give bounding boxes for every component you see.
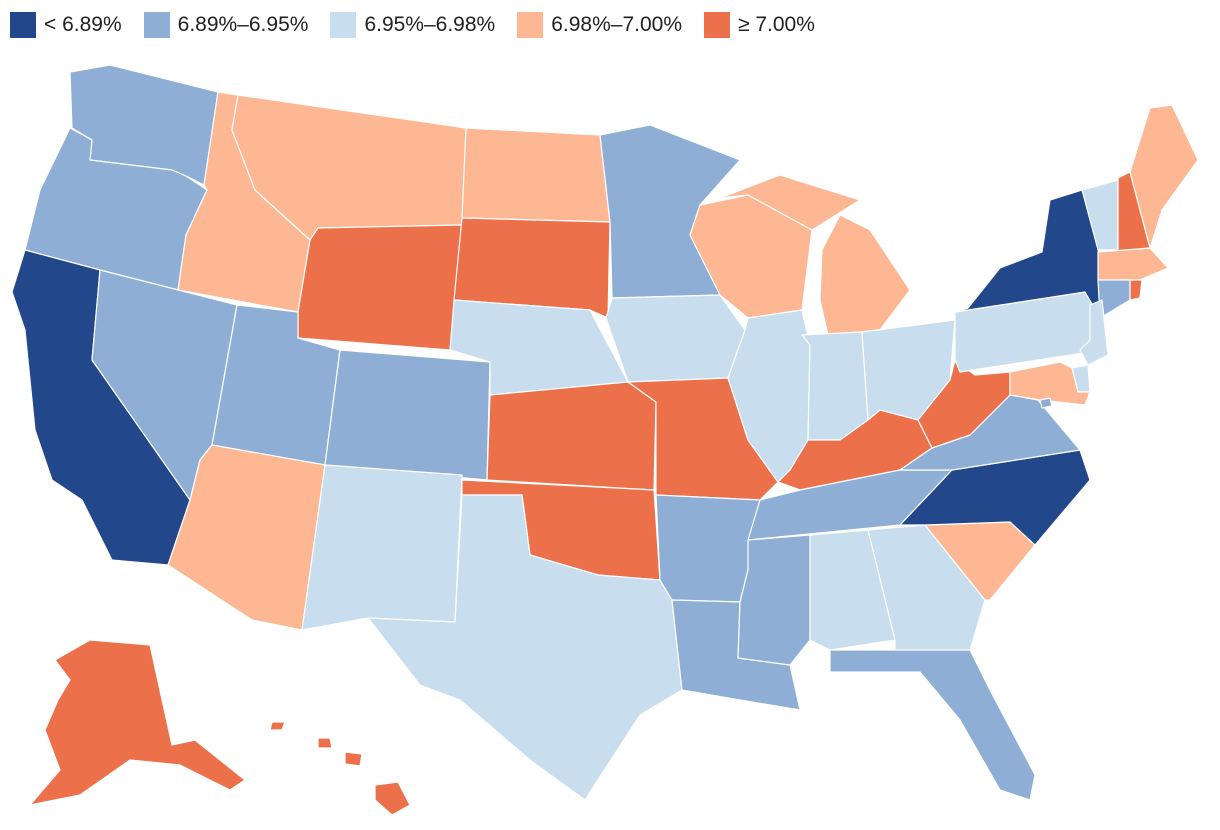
state-MS[interactable] [737, 534, 811, 666]
legend: < 6.89% 6.89%–6.95% 6.95%–6.98% 6.98%–7.… [10, 12, 837, 38]
state-AL[interactable] [809, 529, 896, 651]
legend-label: < 6.89% [44, 13, 122, 36]
legend-item-695-698: 6.95%–6.98% [330, 12, 495, 38]
legend-label: 6.89%–6.95% [177, 13, 309, 36]
legend-swatch [517, 12, 544, 38]
state-KS[interactable] [486, 381, 657, 491]
legend-swatch [704, 12, 730, 38]
legend-item-698-700: 6.98%–7.00% [517, 12, 682, 38]
state-NM[interactable] [301, 464, 463, 631]
state-TX[interactable] [367, 494, 683, 801]
state-FL[interactable] [829, 649, 1036, 801]
state-AK[interactable] [29, 639, 246, 806]
state-ND[interactable] [461, 127, 611, 223]
state-MA[interactable] [1097, 247, 1169, 281]
legend-item-lt-689: < 6.89% [10, 12, 122, 38]
state-RI[interactable] [1129, 279, 1143, 301]
legend-item-689-695: 6.89%–6.95% [143, 12, 309, 38]
state-MD[interactable] [1009, 361, 1091, 406]
legend-item-gte-700: ≥ 7.00% [704, 12, 815, 38]
state-HI[interactable] [269, 721, 411, 816]
state-DC[interactable] [1039, 397, 1053, 409]
state-CO[interactable] [324, 349, 491, 481]
state-WY[interactable] [297, 224, 463, 351]
legend-swatch [143, 12, 170, 38]
legend-swatch [330, 12, 357, 38]
state-IA[interactable] [605, 294, 746, 383]
legend-swatch [10, 12, 36, 38]
state-IN[interactable] [801, 331, 869, 441]
state-SD[interactable] [453, 217, 611, 319]
legend-label: 6.98%–7.00% [551, 13, 682, 36]
legend-label: ≥ 7.00% [738, 13, 815, 36]
legend-label: 6.95%–6.98% [364, 13, 496, 36]
state-MI[interactable] [719, 174, 911, 336]
